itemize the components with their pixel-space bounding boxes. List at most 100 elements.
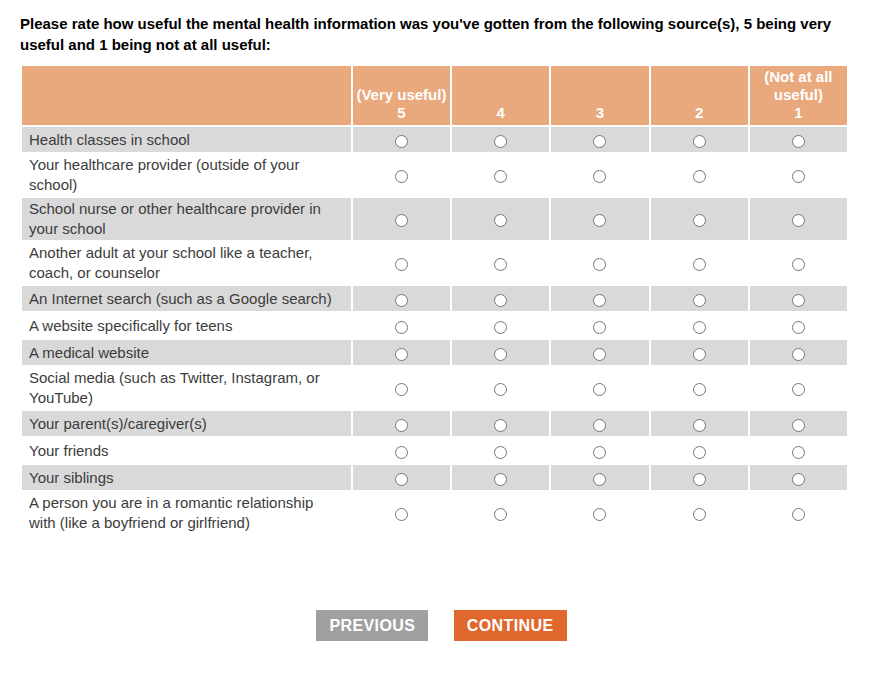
radio-cell: [452, 242, 549, 284]
radio-row8-rating5[interactable]: [395, 383, 408, 396]
radio-row12-rating1[interactable]: [792, 508, 805, 521]
radio-row1-rating2[interactable]: [693, 135, 706, 148]
radio-row12-rating4[interactable]: [494, 508, 507, 521]
radio-cell: [651, 198, 748, 240]
navigation-buttons: PREVIOUS CONTINUE: [20, 610, 863, 641]
radio-row1-rating1[interactable]: [792, 135, 805, 148]
row-label: Your siblings: [22, 465, 351, 490]
radio-cell: [651, 242, 748, 284]
radio-row1-rating4[interactable]: [494, 135, 507, 148]
radio-cell: [651, 411, 748, 436]
radio-row2-rating2[interactable]: [693, 170, 706, 183]
radio-cell: [551, 465, 648, 490]
radio-cell: [551, 242, 648, 284]
radio-row4-rating3[interactable]: [593, 258, 606, 271]
radio-row11-rating5[interactable]: [395, 473, 408, 486]
radio-row2-rating5[interactable]: [395, 170, 408, 183]
radio-row10-rating5[interactable]: [395, 446, 408, 459]
row-label: A website specifically for teens: [22, 313, 351, 338]
radio-row10-rating4[interactable]: [494, 446, 507, 459]
radio-row10-rating1[interactable]: [792, 446, 805, 459]
column-header-label: (Not at all useful): [752, 68, 845, 104]
radio-row4-rating5[interactable]: [395, 258, 408, 271]
radio-row5-rating3[interactable]: [593, 294, 606, 307]
radio-cell: [452, 438, 549, 463]
radio-row12-rating3[interactable]: [593, 508, 606, 521]
radio-row8-rating1[interactable]: [792, 383, 805, 396]
radio-row3-rating2[interactable]: [693, 214, 706, 227]
radio-cell: [750, 313, 847, 338]
radio-row10-rating2[interactable]: [693, 446, 706, 459]
radio-row9-rating3[interactable]: [593, 419, 606, 432]
radio-cell: [651, 286, 748, 311]
radio-row2-rating4[interactable]: [494, 170, 507, 183]
radio-row2-rating1[interactable]: [792, 170, 805, 183]
radio-cell: [353, 411, 450, 436]
radio-row5-rating4[interactable]: [494, 294, 507, 307]
radio-cell: [353, 492, 450, 534]
radio-row12-rating2[interactable]: [693, 508, 706, 521]
radio-row10-rating3[interactable]: [593, 446, 606, 459]
radio-row7-rating4[interactable]: [494, 348, 507, 361]
radio-row3-rating3[interactable]: [593, 214, 606, 227]
radio-row12-rating5[interactable]: [395, 508, 408, 521]
radio-cell: [551, 154, 648, 196]
radio-cell: [452, 313, 549, 338]
radio-row8-rating4[interactable]: [494, 383, 507, 396]
previous-button[interactable]: PREVIOUS: [316, 610, 428, 641]
radio-cell: [551, 367, 648, 409]
radio-row6-rating1[interactable]: [792, 321, 805, 334]
radio-row1-rating5[interactable]: [395, 135, 408, 148]
radio-row9-rating5[interactable]: [395, 419, 408, 432]
radio-row7-rating1[interactable]: [792, 348, 805, 361]
row-label: A medical website: [22, 340, 351, 365]
radio-row4-rating4[interactable]: [494, 258, 507, 271]
continue-button[interactable]: CONTINUE: [454, 610, 567, 641]
radio-row6-rating2[interactable]: [693, 321, 706, 334]
radio-row9-rating2[interactable]: [693, 419, 706, 432]
radio-row5-rating2[interactable]: [693, 294, 706, 307]
radio-cell: [750, 438, 847, 463]
radio-row9-rating1[interactable]: [792, 419, 805, 432]
radio-row11-rating2[interactable]: [693, 473, 706, 486]
column-header-3: 3: [551, 66, 648, 125]
radio-cell: [651, 154, 748, 196]
column-header-value: 5: [355, 104, 448, 122]
radio-row4-rating2[interactable]: [693, 258, 706, 271]
radio-row8-rating2[interactable]: [693, 383, 706, 396]
radio-row4-rating1[interactable]: [792, 258, 805, 271]
radio-row11-rating1[interactable]: [792, 473, 805, 486]
radio-row5-rating5[interactable]: [395, 294, 408, 307]
radio-cell: [750, 367, 847, 409]
radio-cell: [651, 367, 748, 409]
radio-cell: [452, 127, 549, 152]
radio-row6-rating3[interactable]: [593, 321, 606, 334]
radio-cell: [551, 198, 648, 240]
matrix-body: Health classes in schoolYour healthcare …: [22, 127, 847, 534]
table-row: Your siblings: [22, 465, 847, 490]
table-row: Your healthcare provider (outside of you…: [22, 154, 847, 196]
radio-row7-rating2[interactable]: [693, 348, 706, 361]
radio-row7-rating5[interactable]: [395, 348, 408, 361]
radio-row5-rating1[interactable]: [792, 294, 805, 307]
radio-row1-rating3[interactable]: [593, 135, 606, 148]
radio-row3-rating1[interactable]: [792, 214, 805, 227]
radio-row3-rating5[interactable]: [395, 214, 408, 227]
table-row: An Internet search (such as a Google sea…: [22, 286, 847, 311]
row-label: Another adult at your school like a teac…: [22, 242, 351, 284]
row-label: An Internet search (such as a Google sea…: [22, 286, 351, 311]
radio-row7-rating3[interactable]: [593, 348, 606, 361]
radio-cell: [353, 198, 450, 240]
radio-row2-rating3[interactable]: [593, 170, 606, 183]
radio-row11-rating4[interactable]: [494, 473, 507, 486]
radio-row9-rating4[interactable]: [494, 419, 507, 432]
radio-row6-rating4[interactable]: [494, 321, 507, 334]
table-row: A website specifically for teens: [22, 313, 847, 338]
row-label: Health classes in school: [22, 127, 351, 152]
survey-page: { "question": { "text": "Please rate how…: [0, 0, 883, 698]
radio-row11-rating3[interactable]: [593, 473, 606, 486]
column-header-value: 2: [653, 104, 746, 122]
radio-row8-rating3[interactable]: [593, 383, 606, 396]
radio-row3-rating4[interactable]: [494, 214, 507, 227]
radio-row6-rating5[interactable]: [395, 321, 408, 334]
